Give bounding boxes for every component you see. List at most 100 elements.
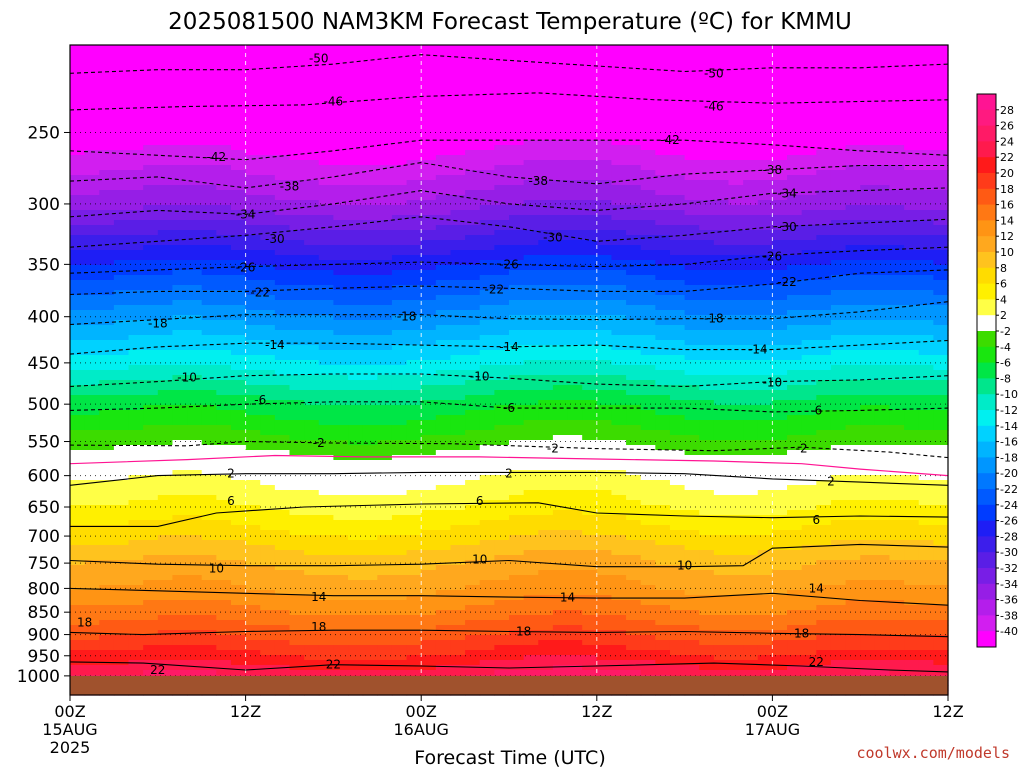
field-cell bbox=[596, 115, 613, 121]
field-cell bbox=[830, 420, 847, 426]
field-cell bbox=[377, 450, 393, 456]
field-cell bbox=[289, 80, 305, 86]
field-cell bbox=[567, 85, 583, 91]
field-cell bbox=[479, 65, 495, 71]
field-cell bbox=[801, 250, 817, 256]
field-cell bbox=[918, 305, 934, 311]
field-cell bbox=[538, 165, 554, 171]
field-cell bbox=[318, 430, 334, 436]
field-cell bbox=[187, 305, 203, 311]
field-cell bbox=[289, 430, 305, 436]
field-cell bbox=[538, 295, 554, 301]
field-cell bbox=[450, 150, 466, 156]
field-cell bbox=[772, 330, 788, 336]
field-cell bbox=[216, 420, 232, 426]
field-cell bbox=[523, 380, 539, 386]
field-cell bbox=[552, 240, 569, 246]
field-cell bbox=[743, 240, 759, 246]
field-cell bbox=[70, 385, 86, 391]
field-cell bbox=[245, 80, 261, 86]
field-cell bbox=[143, 60, 159, 66]
field-cell bbox=[304, 80, 320, 86]
field-cell bbox=[684, 170, 700, 176]
field-cell bbox=[860, 285, 876, 291]
field-cell bbox=[450, 75, 466, 81]
field-cell bbox=[391, 455, 408, 461]
field-cell bbox=[509, 315, 525, 321]
field-cell bbox=[728, 185, 744, 191]
field-cell bbox=[494, 250, 510, 256]
field-cell bbox=[333, 450, 349, 456]
field-cell bbox=[904, 125, 920, 131]
field-cell bbox=[391, 110, 408, 116]
field-cell bbox=[757, 330, 773, 336]
field-cell bbox=[113, 135, 130, 141]
field-cell bbox=[421, 325, 437, 331]
field-cell bbox=[933, 365, 949, 371]
field-cell bbox=[362, 105, 378, 111]
field-cell bbox=[216, 360, 232, 366]
field-cell bbox=[874, 235, 891, 241]
field-cell bbox=[362, 395, 378, 401]
field-cell bbox=[84, 335, 100, 341]
field-cell bbox=[128, 125, 144, 131]
field-cell bbox=[391, 410, 408, 416]
field-cell bbox=[757, 220, 773, 226]
field-cell bbox=[523, 355, 539, 361]
field-cell bbox=[348, 330, 364, 336]
field-cell bbox=[816, 175, 832, 181]
field-cell bbox=[113, 330, 130, 336]
field-cell bbox=[274, 310, 291, 316]
field-cell bbox=[494, 345, 510, 351]
field-cell bbox=[274, 385, 291, 391]
field-cell bbox=[406, 125, 422, 131]
field-cell bbox=[348, 125, 364, 131]
field-cell bbox=[640, 140, 656, 146]
field-cell bbox=[787, 60, 803, 66]
field-cell bbox=[113, 375, 130, 381]
field-cell bbox=[143, 270, 159, 276]
field-cell bbox=[289, 355, 305, 361]
field-cell bbox=[216, 325, 232, 331]
field-cell bbox=[845, 375, 861, 381]
field-cell bbox=[552, 165, 569, 171]
field-cell bbox=[216, 250, 232, 256]
field-cell bbox=[289, 330, 305, 336]
field-cell bbox=[713, 80, 730, 86]
field-cell bbox=[567, 115, 583, 121]
field-cell bbox=[669, 105, 686, 111]
field-cell bbox=[640, 290, 656, 296]
field-cell bbox=[845, 215, 861, 221]
field-cell bbox=[728, 275, 744, 281]
field-cell bbox=[348, 370, 364, 376]
field-cell bbox=[509, 450, 525, 456]
field-cell bbox=[538, 65, 554, 71]
field-cell bbox=[582, 250, 598, 256]
field-cell bbox=[304, 245, 320, 251]
field-cell bbox=[699, 200, 715, 206]
field-cell bbox=[538, 285, 554, 291]
field-cell bbox=[787, 350, 803, 356]
field-cell bbox=[348, 55, 364, 61]
field-cell bbox=[904, 450, 920, 456]
field-cell bbox=[304, 300, 320, 306]
field-cell bbox=[801, 245, 817, 251]
field-cell bbox=[245, 415, 261, 421]
field-cell bbox=[669, 50, 686, 56]
field-cell bbox=[845, 55, 861, 61]
field-cell bbox=[596, 340, 613, 346]
field-cell bbox=[143, 95, 159, 101]
field-cell bbox=[230, 85, 247, 91]
field-cell bbox=[669, 370, 686, 376]
field-cell bbox=[509, 195, 525, 201]
field-cell bbox=[596, 435, 613, 441]
field-cell bbox=[918, 265, 934, 271]
field-cell bbox=[216, 120, 232, 126]
field-cell bbox=[626, 65, 642, 71]
field-cell bbox=[538, 210, 554, 216]
field-cell bbox=[128, 115, 144, 121]
field-cell bbox=[128, 335, 144, 341]
field-cell bbox=[743, 280, 759, 286]
field-cell bbox=[611, 250, 627, 256]
field-cell bbox=[260, 115, 276, 121]
